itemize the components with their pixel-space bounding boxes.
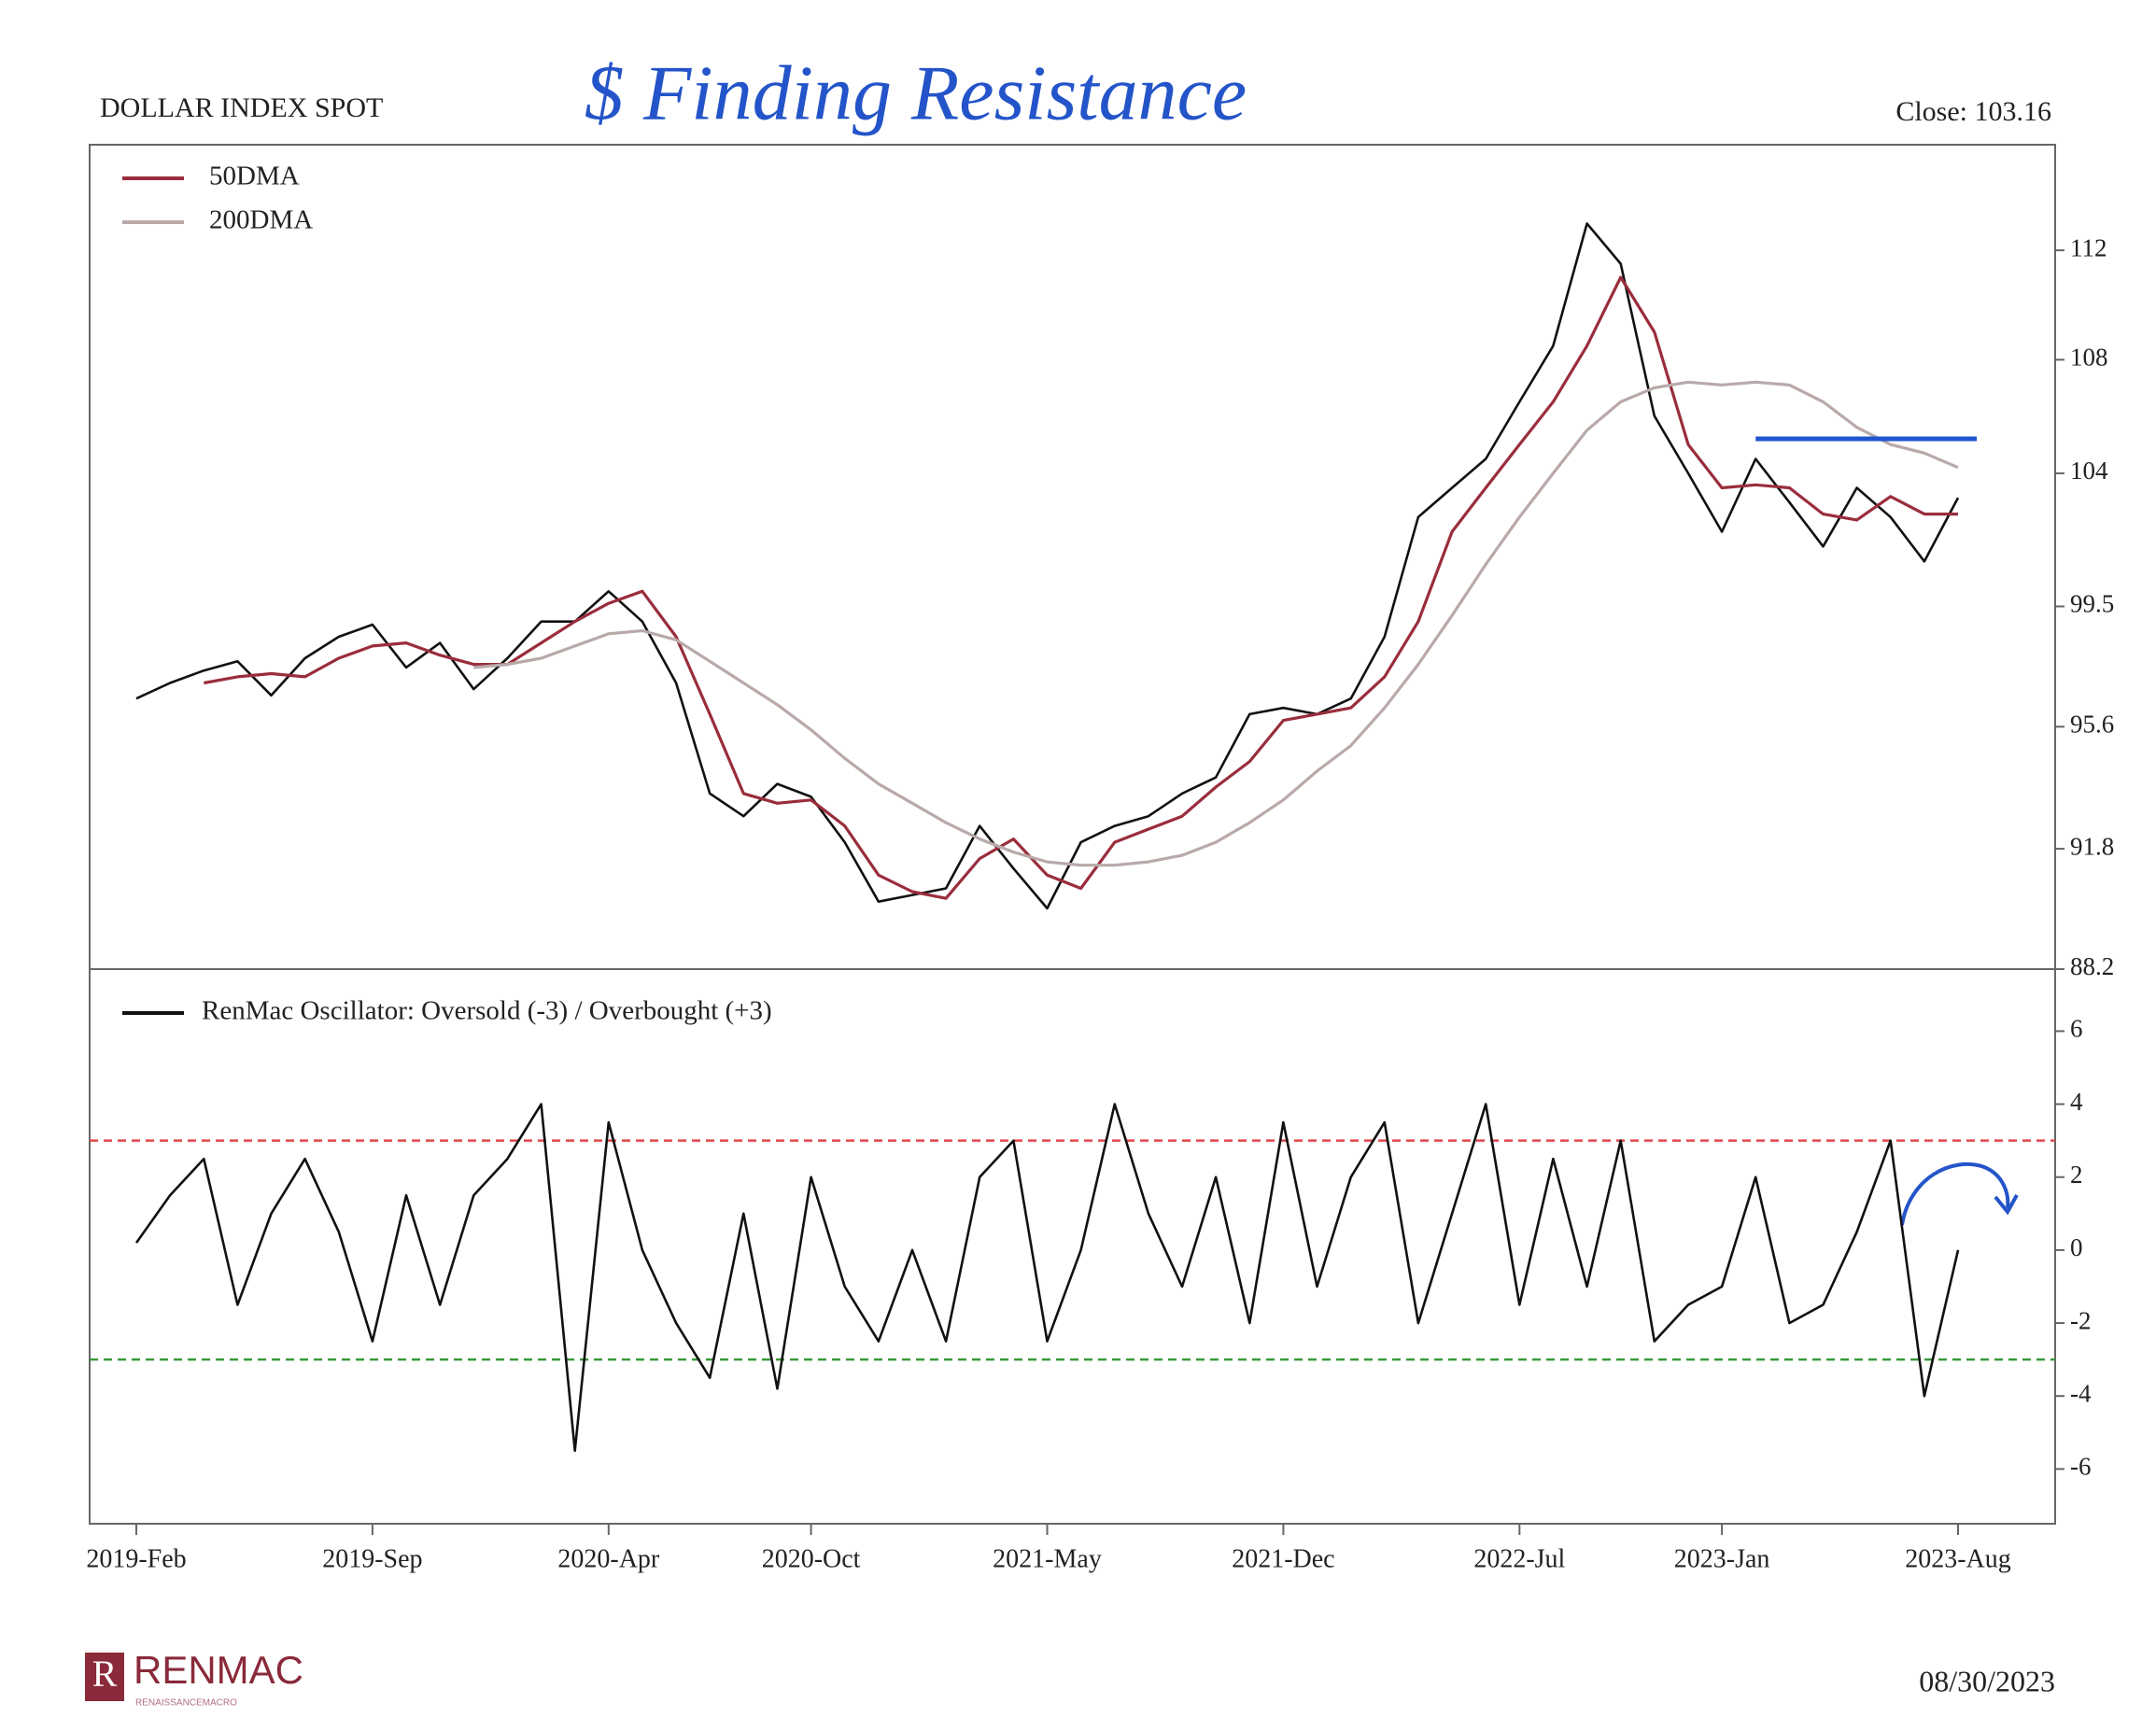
annotation-arrow-head	[1994, 1194, 2019, 1216]
y-tick-label: 4	[2070, 1088, 2083, 1116]
series-line	[473, 380, 1959, 867]
series-line	[204, 275, 1958, 900]
chart-title: DOLLAR INDEX SPOT	[100, 92, 383, 123]
logo-mark	[85, 1653, 124, 1701]
y-tick-label: -4	[2070, 1379, 2092, 1407]
y-tick-label: 6	[2070, 1015, 2083, 1043]
y-tick-label: 2	[2070, 1161, 2083, 1189]
x-tick-label: 2022-Jul	[1473, 1544, 1565, 1573]
x-tick-label: 2021-May	[993, 1544, 1102, 1573]
x-tick-label: 2023-Aug	[1905, 1544, 2011, 1573]
x-tick-label: 2020-Oct	[762, 1544, 861, 1573]
x-tick-label: 2019-Sep	[322, 1544, 422, 1573]
y-tick-label: 112	[2070, 233, 2107, 261]
x-tick-label: 2021-Dec	[1232, 1544, 1334, 1573]
series-line	[135, 222, 1960, 910]
legend-label: 50DMA	[209, 162, 300, 191]
y-tick-label: 91.8	[2070, 832, 2114, 860]
y-tick-label: 104	[2070, 457, 2108, 485]
y-tick-label: 88.2	[2070, 952, 2114, 980]
logo-letter: R	[92, 1653, 118, 1695]
y-tick-label: -6	[2070, 1453, 2092, 1481]
x-tick-label: 2023-Jan	[1674, 1544, 1770, 1573]
series-line	[134, 1103, 1960, 1453]
brand-subtitle: RENAISSANCEMACRO	[135, 1698, 237, 1709]
date-label: 08/30/2023	[1919, 1664, 2055, 1697]
y-tick-label: 99.5	[2070, 590, 2114, 618]
legend-label: RenMac Oscillator: Oversold (-3) / Overb…	[202, 996, 772, 1026]
brand-name: RENMAC	[134, 1648, 303, 1692]
x-tick-label: 2019-Feb	[86, 1544, 186, 1573]
plot-frame	[89, 144, 2056, 1525]
y-tick-label: 108	[2070, 344, 2108, 372]
annotation-arrow	[1900, 1161, 2010, 1226]
legend-label: 200DMA	[209, 205, 313, 235]
y-tick-label: 0	[2070, 1233, 2083, 1261]
y-tick-label: 95.6	[2070, 711, 2114, 739]
close-label: Close: 103.16	[1895, 96, 2051, 127]
x-tick-label: 2020-Apr	[557, 1544, 660, 1573]
handwritten-annotation: $ Finding Resistance	[585, 49, 1247, 136]
y-tick-label: -2	[2070, 1306, 2092, 1334]
